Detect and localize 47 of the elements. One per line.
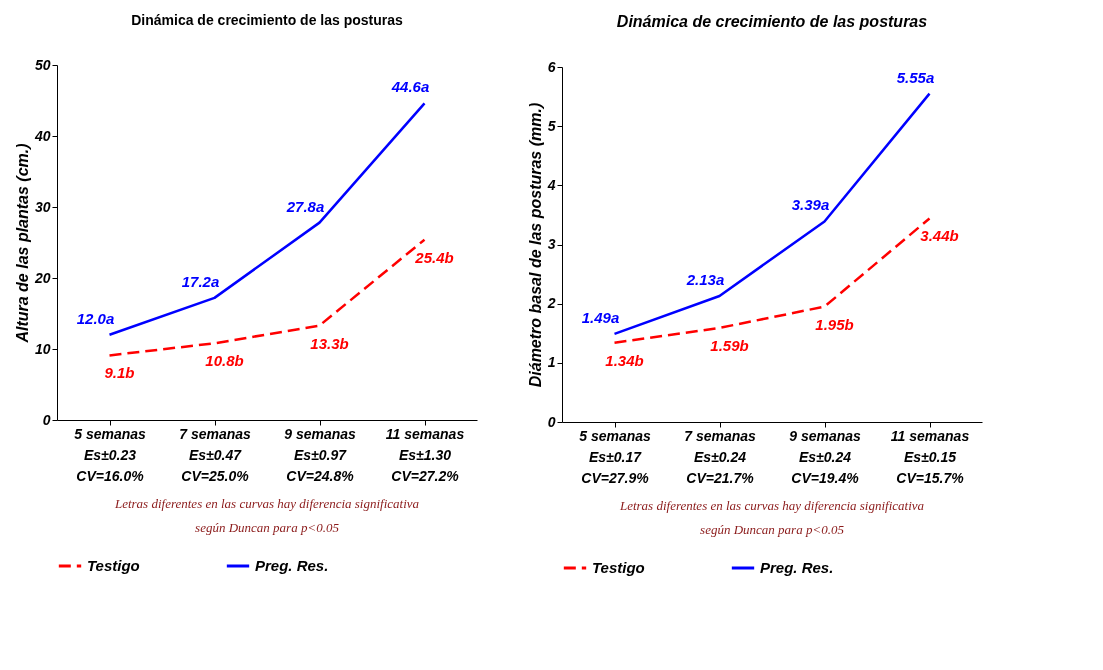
data-label: 1.95b bbox=[815, 315, 854, 333]
y-tick-label: 0 bbox=[547, 413, 556, 430]
y-tick-label: 1 bbox=[547, 354, 556, 371]
data-label: 9.1b bbox=[104, 364, 135, 382]
y-tick-label: 6 bbox=[547, 58, 556, 75]
y-tick-label: 10 bbox=[34, 340, 51, 357]
y-tick-label: 0 bbox=[42, 411, 51, 428]
x-tick-label: 9 semanas Es±0.97 CV=24.8% bbox=[284, 425, 357, 484]
data-label: 10.8b bbox=[205, 352, 244, 370]
chart-title: Dinámica de crecimiento de las posturas bbox=[616, 13, 928, 30]
data-label: 1.59b bbox=[710, 336, 749, 354]
y-axis-title: Altura de las plantas (cm.) bbox=[13, 143, 31, 344]
x-tick-label: 5 semanas Es±0.23 CV=16.0% bbox=[74, 425, 147, 484]
data-label: 2.13a bbox=[685, 270, 725, 288]
data-label: 13.3b bbox=[310, 334, 349, 352]
text: Letras diferentes en las curvas hay diferencia significativa según Duncan para p<0.05 bbox=[113, 496, 420, 535]
data-label: 1.49a bbox=[581, 308, 620, 326]
y-tick-label: 2 bbox=[546, 295, 556, 312]
y-tick-label: 30 bbox=[34, 198, 51, 215]
data-label: 12.0a bbox=[76, 309, 115, 327]
legend-label: Preg. Res. bbox=[760, 559, 834, 576]
data-label: 25.4b bbox=[414, 248, 454, 266]
x-tick-label: 11 semanas Es±0.15 CV=15.7% bbox=[890, 427, 970, 486]
data-label: 1.34b bbox=[605, 351, 644, 369]
data-label: 27.8a bbox=[285, 197, 325, 215]
y-tick-label: 50 bbox=[34, 56, 51, 73]
x-tick-label: 9 semanas Es±0.24 CV=19.4% bbox=[789, 427, 862, 486]
x-tick-label: 7 semanas Es±0.47 CV=25.0% bbox=[179, 425, 252, 484]
x-tick-label: 7 semanas Es±0.24 CV=21.7% bbox=[684, 427, 757, 486]
x-tick-label: 5 semanas Es±0.17 CV=27.9% bbox=[579, 427, 652, 486]
data-label: 17.2a bbox=[181, 272, 220, 290]
y-tick-label: 4 bbox=[546, 176, 556, 193]
y-axis-title: Diámetro basal de las posturas (mm.) bbox=[526, 102, 544, 388]
data-label: 44.6a bbox=[390, 78, 430, 96]
y-tick-label: 5 bbox=[547, 117, 556, 134]
data-label: 5.55a bbox=[896, 68, 935, 86]
x-tick-label: 11 semanas Es±1.30 CV=27.2% bbox=[385, 425, 465, 484]
y-tick-label: 40 bbox=[33, 127, 51, 144]
text: Letras diferentes en las curvas hay diferencia significativa según Duncan para p<0.05 bbox=[618, 498, 925, 537]
y-tick-label: 3 bbox=[547, 236, 556, 252]
legend-label: Preg. Res. bbox=[255, 557, 329, 574]
y-tick-label: 20 bbox=[33, 269, 51, 286]
data-label: 3.39a bbox=[791, 196, 830, 214]
legend-label: Testigo bbox=[592, 559, 645, 576]
data-label: 3.44b bbox=[920, 227, 959, 245]
chart-title: Dinámica de crecimiento de las posturas bbox=[131, 12, 403, 28]
legend-label: Testigo bbox=[87, 557, 140, 574]
